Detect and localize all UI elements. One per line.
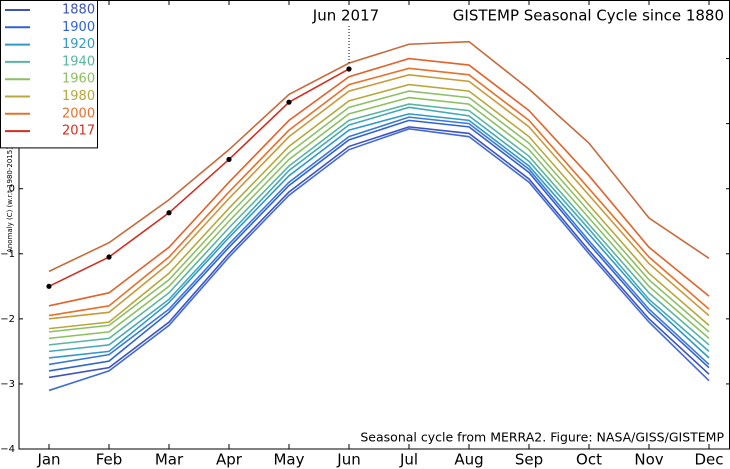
series-line	[48, 119, 710, 372]
series-line	[48, 83, 710, 330]
legend-label: 1980	[62, 89, 95, 104]
series-line	[48, 103, 710, 346]
data-point	[166, 210, 172, 216]
x-tick-label: Apr	[216, 451, 243, 469]
series-line	[48, 126, 710, 379]
series-line	[48, 116, 710, 366]
legend-label: 2017	[62, 124, 95, 139]
x-tick-label: Nov	[634, 451, 663, 469]
x-tick-label: Jun	[336, 451, 360, 469]
x-tick-label: Feb	[96, 451, 123, 469]
annotation: Jun 2017	[312, 7, 379, 25]
series-line	[48, 68, 350, 288]
x-tick-label: Sep	[515, 451, 543, 469]
x-tick-label: Aug	[454, 451, 483, 469]
data-point	[226, 156, 232, 163]
x-tick-label: May	[273, 451, 304, 469]
y-tick-label: −3	[0, 379, 15, 390]
legend-label: 1960	[62, 72, 95, 87]
data-point	[286, 99, 292, 105]
series-line	[48, 128, 710, 392]
legend-box	[0, 0, 98, 149]
y-tick-label: −4	[0, 444, 15, 455]
series-line	[48, 57, 710, 307]
y-tick-label: 0	[9, 184, 15, 195]
data-point	[46, 283, 52, 289]
series-line	[48, 40, 710, 273]
x-tick-label: Jan	[36, 451, 60, 469]
series-line	[48, 96, 710, 340]
data-point	[106, 254, 112, 260]
series-line	[48, 106, 710, 353]
plot-frame	[18, 0, 730, 450]
x-tick-label: Jul	[399, 451, 418, 469]
x-tick-label: Dec	[694, 451, 723, 469]
y-tick-label: −1	[0, 249, 15, 260]
data-point	[346, 66, 352, 72]
y-tick-label: −2	[0, 314, 15, 325]
footnote: Seasonal cycle from MERRA2. Figure: NASA…	[360, 430, 724, 445]
legend-label: 1880	[62, 3, 95, 18]
y-axis-label: Anomaly (C) (w.r.t 1980-2015)	[6, 147, 14, 253]
series-line	[48, 74, 710, 320]
series-line	[48, 67, 710, 317]
legend-label: 2000	[62, 106, 95, 121]
x-tick-label: Mar	[155, 451, 184, 469]
legend-label: 1900	[62, 20, 95, 35]
legend-label: 1940	[62, 54, 95, 69]
legend-label: 1920	[62, 37, 95, 52]
series-line	[48, 113, 710, 359]
chart-title: GISTEMP Seasonal Cycle since 1880	[453, 7, 724, 25]
x-tick-label: Oct	[576, 451, 602, 469]
series-line	[48, 90, 710, 333]
